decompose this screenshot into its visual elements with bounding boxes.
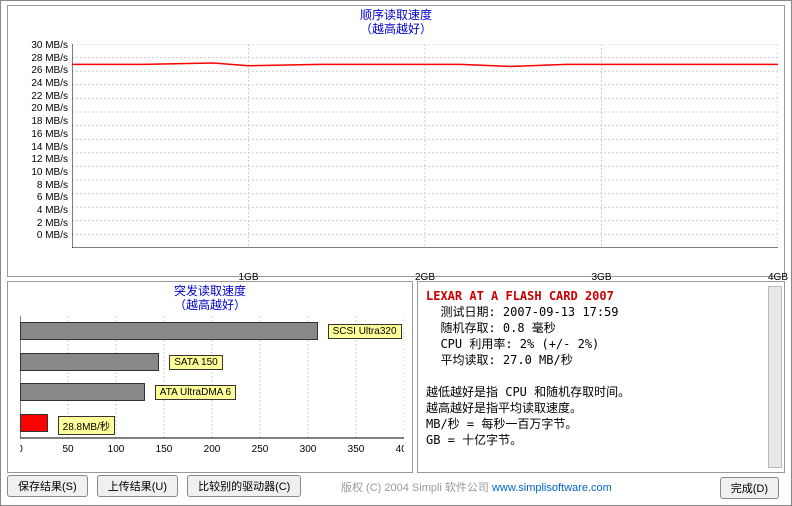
svg-text:300: 300 bbox=[300, 444, 317, 455]
y-tick-label: 2 MB/s bbox=[18, 218, 68, 231]
bar bbox=[20, 383, 145, 401]
bar bbox=[20, 414, 48, 432]
y-tick-label: 16 MB/s bbox=[18, 129, 68, 142]
main-window: 顺序读取速度 （越高越好） 30 MB/s28 MB/s26 MB/s24 MB… bbox=[0, 0, 792, 506]
y-tick-label: 28 MB/s bbox=[18, 53, 68, 66]
info-line: 平均读取: 27.0 MB/秒 bbox=[426, 352, 776, 368]
done-button[interactable]: 完成(D) bbox=[720, 477, 779, 499]
info-title: LEXAR AT A FLASH CARD 2007 bbox=[426, 288, 776, 304]
bar bbox=[20, 353, 159, 371]
compare-button[interactable]: 比较别的驱动器(C) bbox=[187, 475, 301, 497]
info-line bbox=[426, 368, 776, 384]
svg-text:200: 200 bbox=[204, 444, 221, 455]
top-chart-title-1: 顺序读取速度 bbox=[8, 8, 784, 22]
y-tick-label: 4 MB/s bbox=[18, 205, 68, 218]
y-tick-label: 8 MB/s bbox=[18, 180, 68, 193]
bar-label: ATA UltraDMA 6 bbox=[155, 385, 236, 400]
copyright-text: 版权 (C) 2004 Simpli 软件公司 www.simplisoftwa… bbox=[341, 479, 612, 495]
svg-text:0: 0 bbox=[20, 444, 23, 455]
info-line: 随机存取: 0.8 毫秒 bbox=[426, 320, 776, 336]
svg-text:400: 400 bbox=[396, 444, 404, 455]
sequential-read-chart: 顺序读取速度 （越高越好） 30 MB/s28 MB/s26 MB/s24 MB… bbox=[7, 5, 785, 277]
copyright-label: 版权 (C) 2004 Simpli 软件公司 bbox=[341, 482, 492, 494]
info-scrollbar[interactable] bbox=[768, 286, 782, 468]
top-chart-title: 顺序读取速度 （越高越好） bbox=[8, 6, 784, 36]
svg-text:350: 350 bbox=[348, 444, 365, 455]
y-tick-label: 0 MB/s bbox=[18, 230, 68, 243]
burst-read-chart: 突发读取速度 （越高越好） 0 50 100 150 200 250 300 350 400 S… bbox=[7, 281, 413, 473]
info-line: MB/秒 = 每秒一百万字节。 bbox=[426, 416, 776, 432]
bar bbox=[20, 322, 318, 340]
svg-text:150: 150 bbox=[156, 444, 173, 455]
bar-label: 28.8MB/秒 bbox=[58, 416, 115, 435]
info-line: CPU 利用率: 2% (+/- 2%) bbox=[426, 336, 776, 352]
top-chart-y-axis: 30 MB/s28 MB/s26 MB/s24 MB/s22 MB/s20 MB… bbox=[18, 40, 68, 243]
info-line: 越低越好是指 CPU 和随机存取时间。 bbox=[426, 384, 776, 400]
info-line: GB = 十亿字节。 bbox=[426, 432, 776, 448]
burst-chart-title-2: （越高越好） bbox=[8, 298, 412, 312]
burst-chart-title: 突发读取速度 （越高越好） bbox=[8, 282, 412, 312]
y-tick-label: 14 MB/s bbox=[18, 142, 68, 155]
y-tick-label: 20 MB/s bbox=[18, 103, 68, 116]
copyright-link[interactable]: www.simplisoftware.com bbox=[492, 482, 612, 494]
upload-button[interactable]: 上传结果(U) bbox=[97, 475, 178, 497]
y-tick-label: 18 MB/s bbox=[18, 116, 68, 129]
svg-text:100: 100 bbox=[108, 444, 125, 455]
bar-label: SCSI Ultra320 bbox=[328, 324, 402, 339]
burst-chart-plot: 0 50 100 150 200 250 300 350 400 SCSI Ultra320 SA… bbox=[20, 316, 404, 466]
y-tick-label: 12 MB/s bbox=[18, 154, 68, 167]
y-tick-label: 6 MB/s bbox=[18, 192, 68, 205]
info-line: 越高越好是指平均读取速度。 bbox=[426, 400, 776, 416]
y-tick-label: 26 MB/s bbox=[18, 65, 68, 78]
bar-label: SATA 150 bbox=[169, 355, 223, 370]
burst-chart-title-1: 突发读取速度 bbox=[8, 284, 412, 298]
y-tick-label: 10 MB/s bbox=[18, 167, 68, 180]
save-button[interactable]: 保存结果(S) bbox=[7, 475, 88, 497]
top-chart-plot bbox=[72, 44, 778, 248]
svg-text:50: 50 bbox=[62, 444, 74, 455]
y-tick-label: 24 MB/s bbox=[18, 78, 68, 91]
info-panel: LEXAR AT A FLASH CARD 2007 测试日期: 2007-09… bbox=[417, 281, 785, 473]
y-tick-label: 30 MB/s bbox=[18, 40, 68, 53]
top-chart-title-2: （越高越好） bbox=[8, 22, 784, 36]
svg-text:250: 250 bbox=[252, 444, 269, 455]
info-line: 测试日期: 2007-09-13 17:59 bbox=[426, 304, 776, 320]
info-text: LEXAR AT A FLASH CARD 2007 测试日期: 2007-09… bbox=[418, 282, 784, 454]
y-tick-label: 22 MB/s bbox=[18, 91, 68, 104]
